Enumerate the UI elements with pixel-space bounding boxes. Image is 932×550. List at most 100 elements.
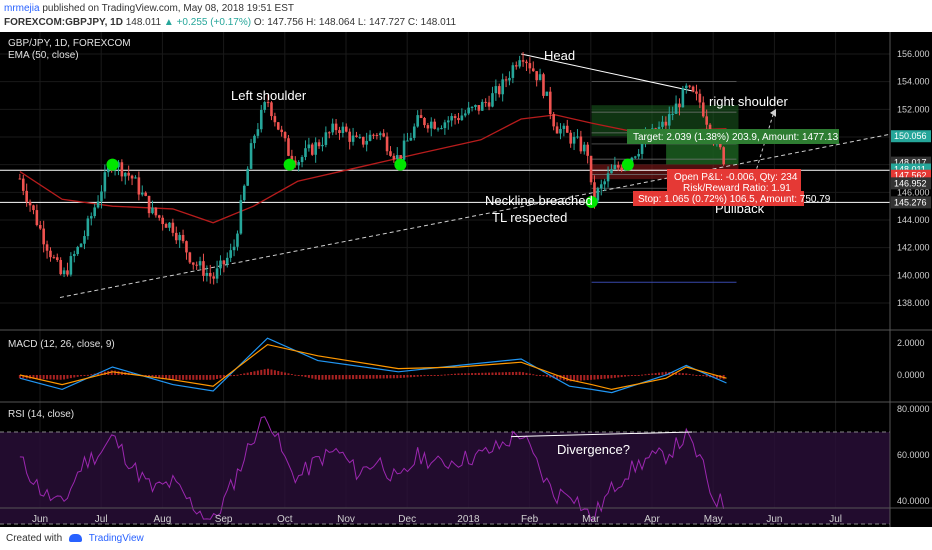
candle-body [684, 85, 688, 89]
macd-histogram-bar [522, 372, 525, 375]
candle-body [130, 175, 134, 179]
macd-histogram-bar [705, 375, 708, 377]
chart-area[interactable]: 156.000154.000152.000150.000148.000146.0… [0, 32, 932, 527]
candle-body [55, 257, 59, 260]
pivot-point [394, 158, 407, 171]
author-name[interactable]: mrmejia [4, 3, 40, 14]
candle-body [49, 250, 52, 258]
macd-histogram-bar [511, 372, 514, 375]
projection-arrow-icon [770, 108, 776, 117]
macd-histogram-bar [664, 371, 667, 375]
candle-body [664, 121, 668, 126]
macd-histogram-bar [314, 375, 317, 380]
price-label-text: 148.011 [894, 165, 926, 175]
macd-histogram-bar [362, 375, 365, 379]
candle-body [440, 128, 443, 130]
candle-body [701, 102, 705, 117]
candle-body [416, 115, 419, 127]
price-label-text: 146.952 [894, 178, 927, 188]
macd-histogram-bar [539, 375, 542, 376]
price-label-text: 147.562 [894, 171, 927, 181]
candle-body [351, 135, 355, 142]
annotation-left-shoulder: Left shoulder [231, 88, 307, 103]
macd-histogram-bar [301, 375, 304, 377]
macd-histogram-bar [430, 375, 433, 376]
candle-body [610, 169, 613, 174]
candle-body [613, 165, 617, 170]
candle-body [511, 65, 515, 78]
macd-histogram-bar [63, 375, 66, 380]
macd-histogram-bar [675, 372, 678, 375]
macd-histogram-bar [488, 372, 491, 375]
macd-histogram-bar [18, 375, 21, 379]
macd-histogram-bar [297, 375, 300, 376]
macd-histogram-bar [474, 372, 477, 375]
macd-histogram-bar [464, 373, 467, 375]
macd-histogram-bar [379, 375, 382, 379]
candle-body [263, 102, 266, 110]
macd-histogram-bar [409, 375, 412, 378]
candle-body [246, 168, 249, 186]
macd-histogram-bar [311, 375, 314, 379]
price-label-text: 148.017 [894, 158, 927, 168]
candle-body [491, 93, 494, 107]
grid-lines [0, 32, 890, 508]
time-axis[interactable]: Jun Jul Aug Sep Oct Nov Dec 2018 Feb Mar Apr May Jun… [32, 514, 842, 525]
candle-body [545, 91, 549, 96]
macd-histogram-bar [549, 375, 552, 378]
candle-body [453, 116, 457, 119]
candle-body [259, 109, 263, 130]
candle-body [446, 120, 450, 123]
macd-histogram-bar [471, 373, 474, 375]
macd-histogram-bar [460, 373, 463, 375]
macd-pane [18, 337, 727, 394]
candle-body [691, 86, 695, 92]
macd-histogram-bar [83, 375, 86, 376]
candle-body [202, 261, 205, 276]
candle-body [378, 133, 382, 136]
candle-body [35, 210, 39, 226]
macd-histogram-bar [263, 369, 266, 375]
macd-histogram-bar [508, 372, 511, 375]
pivot-point [283, 158, 296, 171]
candle-body [287, 138, 290, 156]
risk-reward-text: Risk/Reward Ratio: 1.91 [683, 183, 791, 194]
chart-canvas[interactable]: 156.000154.000152.000150.000148.000146.0… [0, 32, 932, 527]
candle-body [474, 105, 477, 107]
candle-body [433, 121, 436, 129]
macd-histogram-bar [144, 375, 147, 376]
macd-histogram-bar [287, 373, 290, 375]
candle-body [76, 246, 79, 255]
macd-histogram-bar [345, 375, 348, 380]
macd-histogram-bar [685, 373, 688, 375]
macd-histogram-bar [171, 375, 174, 380]
candle-body [508, 77, 511, 81]
projection-line [754, 114, 774, 175]
candle-body [484, 101, 487, 103]
candle-body [21, 178, 25, 191]
time-tick-label: 2018 [457, 514, 480, 525]
candle-body [151, 207, 154, 214]
candle-body [579, 136, 583, 152]
macd-histogram-bar [165, 375, 168, 379]
macd-histogram-bar [583, 375, 586, 381]
macd-histogram-bar [175, 375, 178, 380]
candle-body [208, 272, 212, 277]
candle-body [382, 133, 385, 137]
macd-histogram-bar [576, 375, 579, 381]
pivot-point [106, 158, 119, 171]
candle-body [436, 128, 440, 130]
candle-body [698, 93, 702, 103]
candle-body [103, 172, 107, 192]
candle-body [219, 260, 222, 269]
macd-histogram-bar [637, 375, 640, 376]
candle-body [222, 260, 226, 265]
macd-histogram-bar [90, 374, 93, 376]
time-tick-label: May [704, 514, 723, 525]
candle-body [137, 177, 141, 195]
price-tick-label: 142.000 [897, 243, 930, 253]
macd-histogram-bar [100, 372, 103, 375]
macd-histogram-bar [168, 375, 171, 380]
macd-histogram-bar [321, 375, 324, 380]
tradingview-brand[interactable]: TradingView [88, 533, 144, 544]
